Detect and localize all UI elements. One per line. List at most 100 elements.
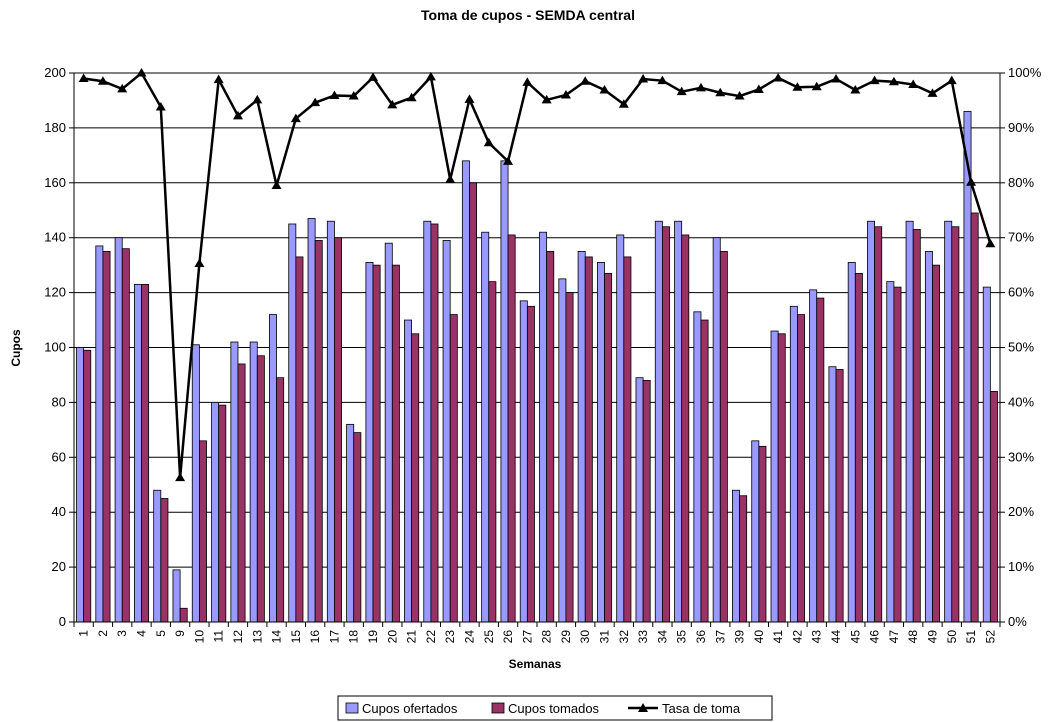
x-tick-label: 51 (964, 630, 978, 644)
bar-cupos-tomados (584, 256, 593, 623)
rate-point (888, 76, 899, 86)
bar-cupos-ofertados (616, 234, 625, 623)
x-tick-label: 39 (733, 630, 747, 644)
bar-cupos-tomados (777, 333, 786, 623)
x-tick-label: 16 (308, 630, 322, 644)
x-tick-label: 4 (135, 630, 149, 637)
rate-point (483, 137, 494, 147)
bar-cupos-tomados (546, 251, 555, 623)
rate-point (560, 89, 571, 99)
bar-cupos-ofertados (963, 111, 972, 623)
bar-cupos-ofertados (654, 220, 663, 623)
rate-point (503, 156, 514, 165)
bar-cupos-tomados (334, 237, 342, 623)
y2-tick-label: 30% (1008, 449, 1034, 464)
y2-tick-label: 20% (1008, 504, 1034, 519)
bar-cupos-tomados (391, 264, 400, 623)
bar-cupos-ofertados (76, 347, 85, 623)
x-tick-label: 49 (925, 630, 939, 644)
x-tick-label: 15 (289, 630, 303, 644)
x-tick-label: 13 (250, 630, 264, 644)
x-tick-label: 34 (655, 630, 669, 644)
x-tick-label: 33 (636, 630, 650, 644)
y-tick-label: 160 (44, 175, 66, 190)
y-axis-title: Cupos (9, 329, 23, 367)
bar-cupos-tomados (989, 391, 998, 623)
rate-point (464, 94, 475, 103)
bar-cupos-ofertados (982, 286, 991, 623)
legend-box (337, 695, 773, 721)
bar-cupos-tomados (970, 212, 979, 623)
rate-point (213, 74, 224, 84)
legend-cupos-ofertados-swatch (345, 702, 359, 714)
bar-cupos-ofertados (828, 366, 837, 623)
y2-tick-label: 80% (1008, 175, 1034, 190)
x-tick-label: 10 (192, 630, 206, 644)
rate-point (425, 71, 436, 81)
x-tick-label: 29 (559, 630, 573, 644)
legend-cupos-tomados-label: Cupos tomados (508, 701, 600, 716)
bar-cupos-tomados (951, 226, 960, 623)
x-tick-label: 1 (77, 630, 91, 637)
bar-cupos-tomados (816, 297, 825, 623)
y-tick-label: 20 (52, 559, 66, 574)
x-tick-label: 24 (462, 630, 476, 644)
rate-point (445, 174, 456, 184)
bar-cupos-ofertados (346, 423, 355, 623)
x-tick-label: 40 (752, 630, 766, 644)
bar-cupos-ofertados (133, 283, 142, 623)
x-tick-label: 19 (366, 630, 380, 644)
rate-point (175, 472, 186, 482)
bar-cupos-ofertados (172, 569, 181, 623)
y-tick-label: 80 (52, 394, 66, 409)
rate-point (406, 92, 417, 102)
y-tick-label: 200 (44, 65, 66, 80)
legend-cupos-ofertados-label: Cupos ofertados (362, 701, 458, 716)
bar-cupos-tomados (179, 607, 188, 623)
rate-point (78, 73, 89, 82)
bar-cupos-tomados (507, 234, 516, 623)
rate-point (638, 74, 649, 83)
bar-cupos-tomados (565, 292, 574, 623)
y2-tick-label: 70% (1008, 230, 1034, 245)
y-tick-label: 100 (44, 340, 66, 355)
y-tick-label: 60 (52, 449, 66, 464)
bar-cupos-tomados (469, 182, 478, 623)
bar-cupos-ofertados (191, 344, 200, 623)
bar-cupos-ofertados (307, 218, 316, 623)
x-tick-label: 17 (327, 630, 341, 644)
rate-point (927, 88, 938, 97)
x-tick-label: 18 (347, 630, 361, 644)
rate-point (155, 102, 166, 111)
y-tick-label: 40 (52, 504, 66, 519)
bar-cupos-tomados (411, 333, 420, 623)
rate-point (715, 87, 726, 97)
x-tick-label: 44 (829, 630, 843, 644)
legend: Cupos ofertados Cupos tomados Tasa de toma (337, 695, 773, 721)
x-tick-label: 36 (694, 630, 708, 644)
rate-point (194, 258, 205, 268)
bar-cupos-tomados (912, 229, 921, 623)
rate-point (310, 97, 321, 107)
rate-point (753, 84, 764, 93)
x-tick-label: 50 (945, 630, 959, 644)
bar-cupos-ofertados (558, 278, 567, 623)
rate-point (580, 76, 591, 85)
y2-tick-label: 50% (1008, 340, 1034, 355)
x-tick-label: 41 (771, 630, 785, 644)
x-tick-label: 48 (906, 630, 920, 644)
bar-cupos-tomados (797, 314, 805, 623)
bar-cupos-ofertados (500, 160, 509, 623)
bar-cupos-ofertados (249, 341, 258, 623)
rate-point (368, 72, 379, 81)
bar-cupos-ofertados (674, 220, 683, 623)
rate-point (695, 82, 706, 92)
bar-cupos-ofertados (867, 220, 876, 623)
bar-cupos-ofertados (95, 245, 104, 623)
bar-cupos-ofertados (404, 319, 413, 623)
x-tick-label: 25 (482, 630, 496, 644)
y-tick-label: 0 (59, 614, 66, 629)
rate-point (252, 94, 263, 104)
x-tick-label: 21 (405, 630, 419, 644)
